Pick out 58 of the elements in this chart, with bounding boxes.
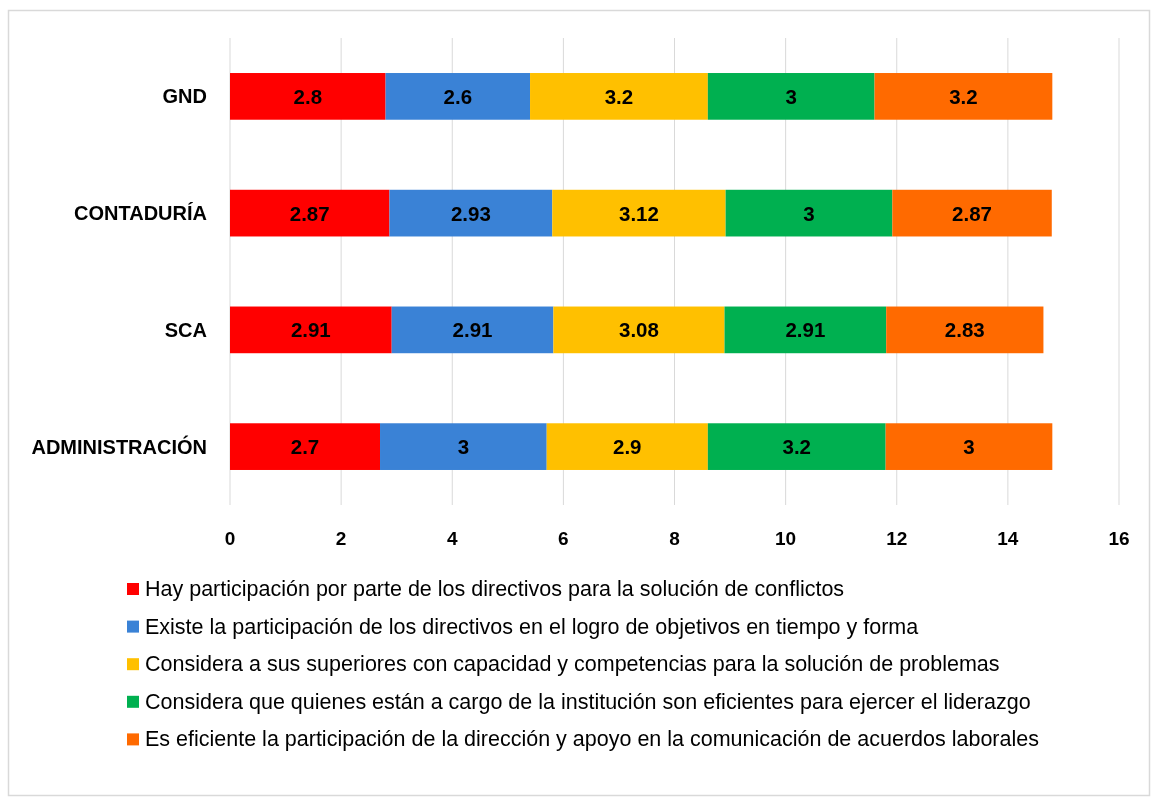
- x-tick-label: 10: [775, 527, 797, 549]
- data-label: 2.91: [452, 318, 493, 342]
- data-label: 3.2: [604, 84, 634, 108]
- data-label: 2.91: [785, 318, 826, 342]
- x-tick-label: 4: [446, 527, 458, 549]
- y-tick-label: SCA: [164, 318, 207, 341]
- legend-label: Existe la participación de los directivos en el logro de objetivos en tiempo y forma: [145, 614, 919, 639]
- data-label: 2.93: [450, 201, 491, 225]
- x-tick-label: 12: [886, 527, 908, 549]
- data-label: 3.12: [618, 201, 659, 225]
- data-label: 3.2: [782, 435, 811, 459]
- bar: [391, 306, 554, 354]
- data-label: 3.08: [618, 318, 659, 342]
- bar: [552, 189, 726, 237]
- bar: [725, 189, 893, 237]
- x-tick-label: 0: [224, 527, 236, 549]
- data-label: 3.2: [949, 84, 978, 108]
- bar: [553, 306, 725, 354]
- bar: [886, 306, 1044, 354]
- bar: [724, 306, 887, 354]
- bar: [230, 306, 392, 354]
- bar: [230, 73, 386, 120]
- legend-label: Es eficiente la participación de la dirección y apoyo en la comunicación de acuerdos laborales: [145, 727, 1039, 752]
- x-tick-label: 16: [1108, 527, 1130, 549]
- bar: [707, 73, 875, 120]
- bar: [389, 189, 553, 237]
- data-label: 2.87: [289, 201, 330, 225]
- x-tick-label: 6: [558, 527, 569, 549]
- data-label: 3: [963, 435, 975, 459]
- data-label: 2.7: [290, 435, 320, 459]
- bar: [530, 73, 708, 120]
- legend-label: Considera a sus superiores con capacidad y competencias para la solución de problemas: [145, 652, 1000, 677]
- bar: [885, 423, 1053, 470]
- legend-label: Considera que quienes están a cargo de la institución son eficientes para ejercer el liderazgo: [145, 689, 1031, 714]
- bar: [230, 423, 381, 470]
- data-label: 2.8: [293, 84, 323, 108]
- y-tick-label: GND: [162, 85, 207, 108]
- bar: [707, 423, 886, 470]
- data-label: 3: [785, 84, 797, 108]
- legend-label: Hay participación por parte de los directivos para la solución de conflictos: [145, 577, 845, 601]
- x-tick-label: 14: [997, 527, 1019, 549]
- bar: [385, 73, 531, 120]
- data-label: 2.91: [290, 318, 331, 342]
- y-tick-label: ADMINISTRACIÓN: [31, 434, 207, 458]
- data-label: 2.83: [944, 318, 985, 342]
- data-label: 2.9: [613, 435, 642, 459]
- data-label: 3: [803, 201, 815, 225]
- data-label: 3: [457, 435, 470, 459]
- x-tick-label: 8: [669, 527, 680, 549]
- bar: [380, 423, 547, 470]
- bar: [892, 189, 1052, 237]
- data-label: 2.6: [443, 84, 473, 108]
- bar: [230, 189, 390, 237]
- y-tick-label: CONTADURÍA: [74, 202, 207, 225]
- data-label: 2.87: [952, 201, 992, 225]
- x-tick-label: 2: [335, 527, 347, 549]
- bar: [874, 73, 1053, 120]
- bar: [546, 423, 708, 470]
